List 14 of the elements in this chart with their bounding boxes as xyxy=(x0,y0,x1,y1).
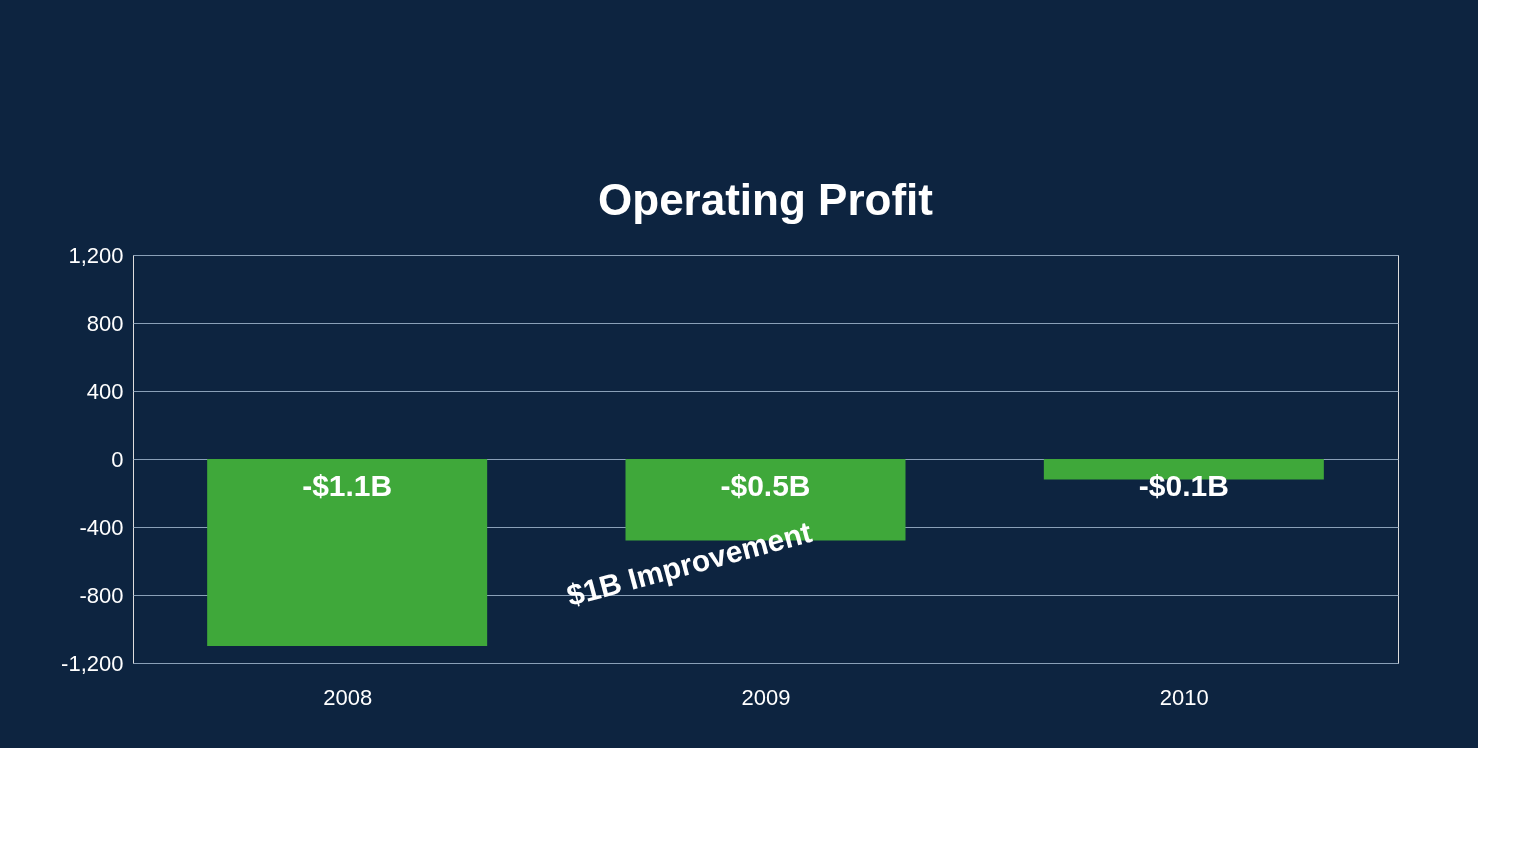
text: -$1.1B xyxy=(302,469,393,502)
y-tick-label: -400 xyxy=(79,514,124,540)
text: -$0.5B xyxy=(720,469,811,502)
y-tick-label: 1,200 xyxy=(68,242,124,268)
x-tick-label: 2008 xyxy=(323,684,373,710)
y-tick-label: 400 xyxy=(86,378,124,404)
text: -$0.1B xyxy=(1138,469,1229,502)
y-tick-label: 800 xyxy=(86,310,124,336)
y-tick-label: -1,200 xyxy=(61,650,124,676)
x-tick-label: 2009 xyxy=(741,684,791,710)
chart-title: Operating Profit xyxy=(598,175,934,224)
y-tick-label: -800 xyxy=(79,582,124,608)
y-tick-label: 0 xyxy=(111,446,124,472)
x-tick-label: 2010 xyxy=(1159,684,1209,710)
